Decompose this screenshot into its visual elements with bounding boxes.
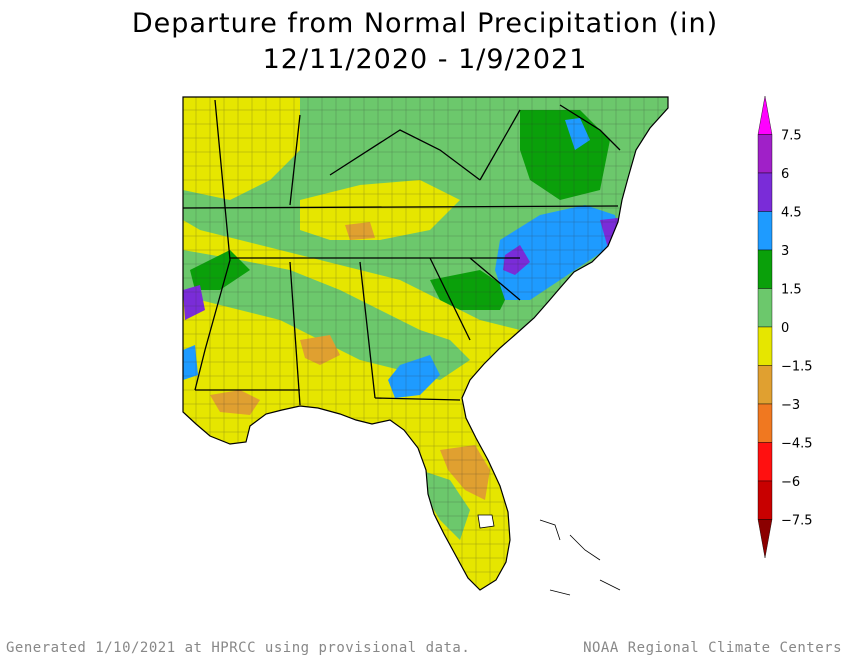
zone-blue-md xyxy=(565,118,590,150)
legend-bin xyxy=(757,365,773,405)
legend-label: −3 xyxy=(781,398,800,413)
zone-yellow-mo xyxy=(183,120,300,195)
legend-label: −4.5 xyxy=(781,437,813,452)
bahamas-islands xyxy=(539,519,621,596)
legend-bin xyxy=(757,211,773,251)
zone-orange-al xyxy=(300,335,340,365)
state-borders xyxy=(183,99,621,406)
legend-bin xyxy=(757,403,773,443)
zone-lightgreen-florida xyxy=(420,470,470,540)
legend-bin xyxy=(757,288,773,328)
zone-purple-ar xyxy=(183,285,205,320)
generated-note: Generated 1/10/2021 at HPRCC using provi… xyxy=(6,640,471,656)
color-legend: 7.5 6 4.5 3 1.5 0 −1.5 −3 −4.5 −6 −7.5 xyxy=(757,95,813,559)
zone-blue-la xyxy=(183,345,198,380)
legend-label: 4.5 xyxy=(781,206,802,221)
legend-label: −1.5 xyxy=(781,360,813,375)
legend-label: 1.5 xyxy=(781,283,802,298)
legend-bin xyxy=(757,480,773,520)
legend-label: −7.5 xyxy=(781,514,813,529)
legend-label: 0 xyxy=(781,321,789,336)
zone-orange-tn xyxy=(345,222,375,240)
map-title: Departure from Normal Precipitation (in) xyxy=(131,8,719,39)
legend-bin xyxy=(757,326,773,366)
zone-purple-sc xyxy=(503,245,530,275)
zone-darkgreen-va xyxy=(520,110,610,200)
legend-bin xyxy=(757,519,773,559)
legend-label: 3 xyxy=(781,244,789,259)
zone-blue-carolinas xyxy=(495,205,620,300)
map-date-range: 12/11/2020 - 1/9/2021 xyxy=(262,44,588,75)
credit-note: NOAA Regional Climate Centers xyxy=(583,640,842,656)
legend-bin xyxy=(757,134,773,174)
legend-label: 6 xyxy=(781,167,789,182)
legend-label: −6 xyxy=(781,475,800,490)
legend-bin xyxy=(757,95,773,135)
zone-darkgreen-ms xyxy=(190,250,250,290)
zone-orange-fl xyxy=(440,445,490,500)
precip-fill xyxy=(183,97,668,590)
lake-okeechobee xyxy=(477,514,495,529)
legend-bin xyxy=(757,249,773,289)
zone-blue-ga-fl xyxy=(388,355,440,398)
legend-label: 7.5 xyxy=(781,129,802,144)
legend-bin xyxy=(757,442,773,482)
legend-bin xyxy=(757,172,773,212)
zone-lightgreen-south xyxy=(183,250,470,380)
zone-orange-la xyxy=(210,390,260,415)
